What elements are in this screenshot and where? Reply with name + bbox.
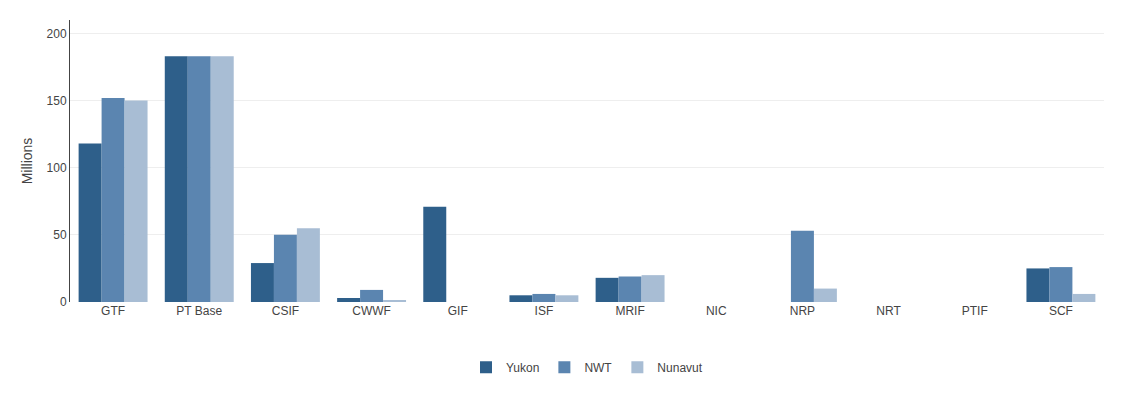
- svg-text:NRT: NRT: [876, 304, 901, 318]
- svg-text:50: 50: [53, 228, 67, 242]
- svg-text:GTF: GTF: [101, 304, 125, 318]
- svg-text:SCF: SCF: [1049, 304, 1073, 318]
- svg-text:Nunavut: Nunavut: [657, 361, 702, 375]
- svg-text:Millions: Millions: [19, 138, 35, 185]
- svg-text:NIC: NIC: [706, 304, 727, 318]
- svg-text:GIF: GIF: [448, 304, 468, 318]
- svg-text:CWWF: CWWF: [352, 304, 391, 318]
- svg-text:PT Base: PT Base: [176, 304, 222, 318]
- svg-text:MRIF: MRIF: [615, 304, 644, 318]
- svg-text:150: 150: [47, 94, 67, 108]
- svg-text:NRP: NRP: [790, 304, 815, 318]
- svg-text:100: 100: [47, 161, 67, 175]
- svg-text:CSIF: CSIF: [272, 304, 299, 318]
- svg-text:ISF: ISF: [535, 304, 554, 318]
- svg-text:PTIF: PTIF: [962, 304, 988, 318]
- svg-text:200: 200: [47, 27, 67, 41]
- svg-text:NWT: NWT: [584, 361, 612, 375]
- svg-text:Yukon: Yukon: [506, 361, 539, 375]
- svg-text:0: 0: [60, 295, 67, 309]
